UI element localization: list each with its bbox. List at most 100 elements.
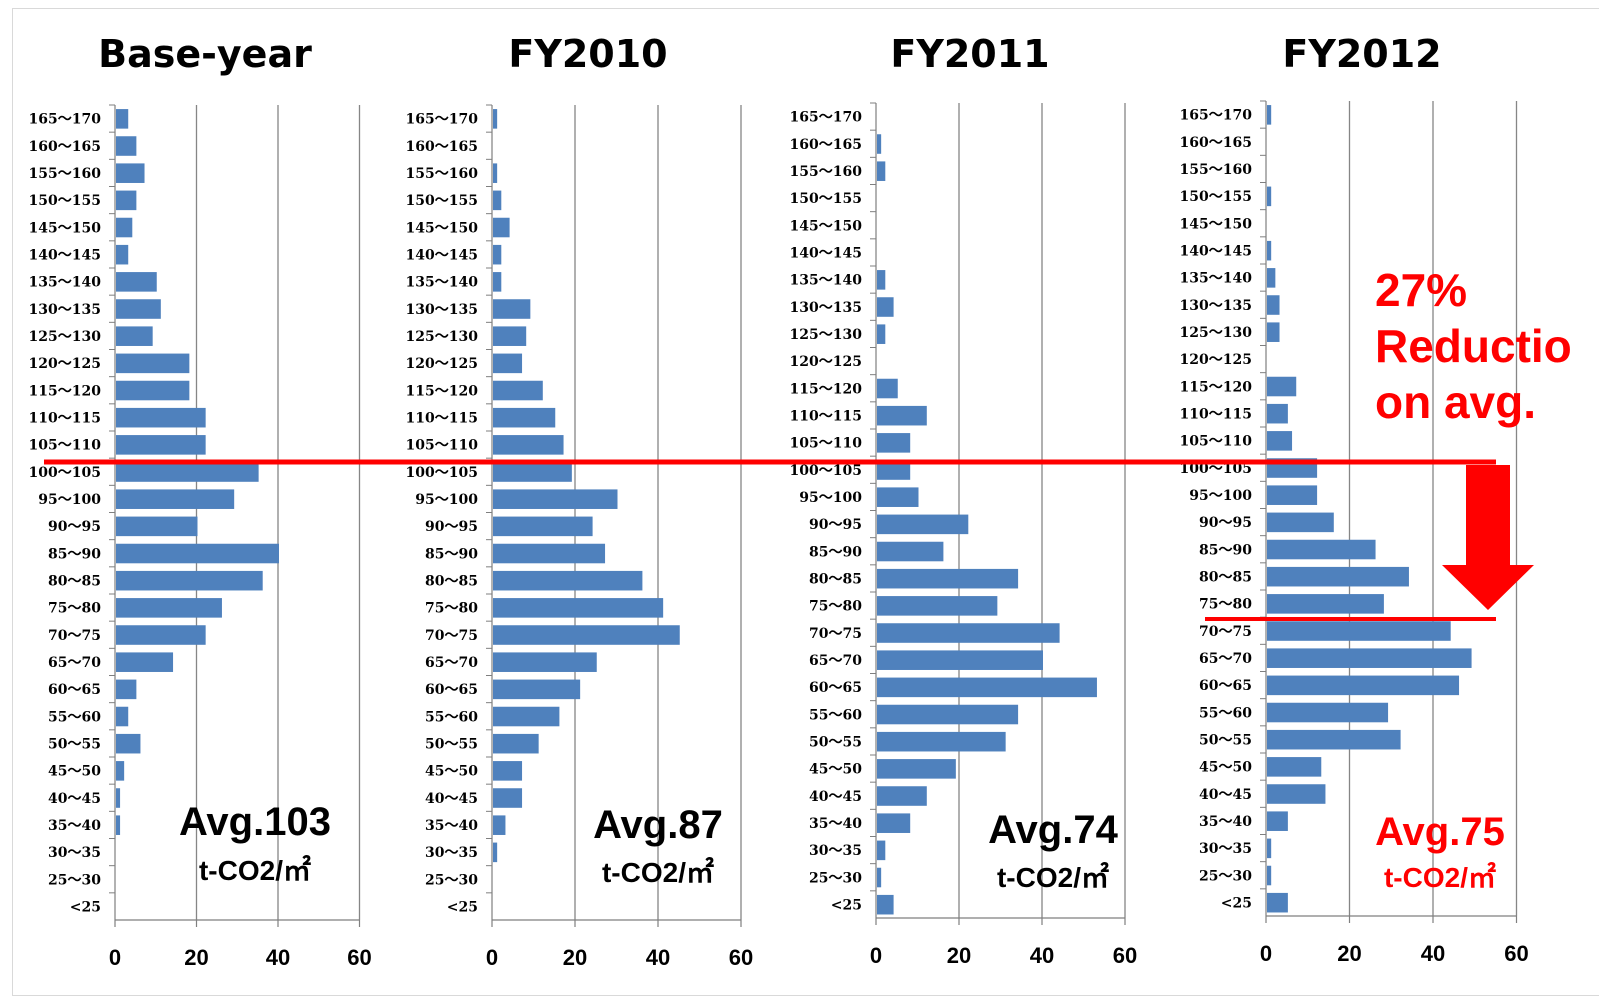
bar xyxy=(116,136,137,156)
category-label: 95～100 xyxy=(799,490,862,506)
category-label: 50～55 xyxy=(425,736,478,752)
category-label: 25～30 xyxy=(809,870,862,886)
bar xyxy=(877,840,886,861)
category-label: 130～135 xyxy=(406,302,478,318)
category-label: 55～60 xyxy=(809,707,862,723)
bar xyxy=(877,623,1060,643)
bar xyxy=(116,598,222,618)
chart-1: Base-year 0 20 40 60 <25 25～30 30～35 35～40 40～45 4… xyxy=(29,32,372,970)
bar xyxy=(877,677,1097,698)
bar xyxy=(877,270,886,290)
bar xyxy=(1267,648,1472,668)
category-label: <25 xyxy=(447,899,478,915)
bar xyxy=(877,867,882,888)
bar xyxy=(1267,322,1280,342)
bar xyxy=(1267,295,1280,315)
bar xyxy=(116,733,141,754)
category-label: 35～40 xyxy=(425,818,478,834)
category-label: 30～35 xyxy=(425,845,478,861)
category-label: 85～90 xyxy=(425,546,478,562)
category-label: 165～170 xyxy=(406,112,479,128)
bar xyxy=(493,299,531,319)
category-label: 40～45 xyxy=(809,789,862,805)
category-label: 35～40 xyxy=(1199,814,1252,830)
category-label: 70～75 xyxy=(1199,624,1252,640)
x-tick-label: 0 xyxy=(1260,941,1272,966)
category-label: 155～160 xyxy=(1180,162,1253,178)
category-label: 65～70 xyxy=(1199,651,1252,667)
category-label: 120～125 xyxy=(29,356,101,372)
category-label: 85～90 xyxy=(48,546,101,562)
category-label: 125～130 xyxy=(790,327,863,343)
bar xyxy=(116,380,190,401)
bar xyxy=(1267,566,1409,587)
category-label: 45～50 xyxy=(48,764,101,780)
category-label: 140～145 xyxy=(790,245,862,261)
category-label: 60～65 xyxy=(809,680,862,696)
category-label: 80～85 xyxy=(425,573,478,589)
bar xyxy=(493,761,523,781)
x-tick-label: 60 xyxy=(729,945,753,970)
bar xyxy=(493,272,502,292)
bar xyxy=(1267,892,1288,913)
x-tick-label: 0 xyxy=(109,945,121,970)
category-label: <25 xyxy=(1221,895,1252,911)
category-label: 105～110 xyxy=(406,438,479,454)
bar xyxy=(493,163,498,183)
bar xyxy=(1267,403,1288,424)
category-label: 145～150 xyxy=(1180,216,1253,232)
x-tick-label: 60 xyxy=(1504,941,1528,966)
x-tick-label: 60 xyxy=(347,945,371,970)
bar xyxy=(1267,838,1272,859)
average-unit: t-CO2/㎡ xyxy=(602,856,714,888)
category-label: 145～150 xyxy=(29,220,102,236)
category-label: 160～165 xyxy=(1180,135,1252,151)
category-label: 90～95 xyxy=(48,519,101,535)
category-label: 80～85 xyxy=(48,573,101,589)
category-label: 130～135 xyxy=(790,300,862,316)
x-tick-label: 40 xyxy=(266,945,290,970)
category-label: 30～35 xyxy=(809,843,862,859)
average-unit: t-CO2/㎡ xyxy=(997,861,1109,893)
category-label: 85～90 xyxy=(809,544,862,560)
category-label: 100～105 xyxy=(406,465,478,481)
bar xyxy=(116,299,161,319)
category-label: 75～80 xyxy=(1199,597,1252,613)
bar xyxy=(1267,539,1376,560)
category-label: 25～30 xyxy=(48,872,101,888)
category-label: 75～80 xyxy=(809,599,862,615)
bar xyxy=(877,731,1006,752)
bar xyxy=(1267,621,1451,641)
bar xyxy=(493,815,506,835)
bar xyxy=(1267,594,1384,614)
average-value: Avg.75 xyxy=(1375,810,1505,854)
bar xyxy=(116,815,121,835)
category-label: 135～140 xyxy=(790,273,863,289)
category-label: 45～50 xyxy=(1199,760,1252,776)
bar xyxy=(877,161,886,181)
category-label: 155～160 xyxy=(406,166,479,182)
category-label: 120～125 xyxy=(406,356,478,372)
category-label: 145～150 xyxy=(406,220,479,236)
bar xyxy=(493,217,510,238)
reduction-label: Reductio xyxy=(1375,320,1572,372)
bar xyxy=(877,650,1043,670)
category-label: 95～100 xyxy=(415,492,478,508)
x-tick-label: 40 xyxy=(1421,941,1445,966)
bar xyxy=(1267,268,1276,288)
category-label: 125～130 xyxy=(29,329,102,345)
category-label: 110～115 xyxy=(1180,406,1252,422)
category-label: 165～170 xyxy=(1180,108,1253,124)
bar xyxy=(877,786,927,806)
category-label: 135～140 xyxy=(29,275,102,291)
bar xyxy=(493,706,560,727)
bar xyxy=(493,679,581,700)
category-label: 115～120 xyxy=(790,381,863,397)
average-value: Avg.103 xyxy=(179,800,331,844)
category-label: 115～120 xyxy=(1180,379,1253,395)
category-label: 100～105 xyxy=(29,465,101,481)
category-label: 55～60 xyxy=(425,709,478,725)
chart-4: FY2012 0 20 40 60 <25 25～30 30～35 35～40 40～45 45～5… xyxy=(1180,32,1529,966)
category-label: 115～120 xyxy=(406,383,479,399)
bar xyxy=(116,570,263,591)
